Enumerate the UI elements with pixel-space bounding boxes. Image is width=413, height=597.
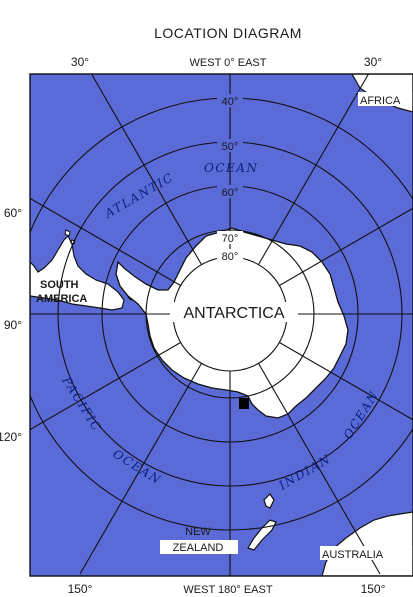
new-zealand-label-box (160, 540, 238, 554)
australia-label-box (320, 546, 413, 560)
top-axis-left-label: 30° (71, 55, 89, 69)
south-america-label-line2: AMERICA (36, 293, 87, 305)
latitude-label-80: 80° (222, 251, 239, 263)
left-axis-middle-label: 90° (4, 318, 22, 332)
meridian-60e (279, 207, 413, 286)
map-title: LOCATION DIAGRAM (154, 25, 302, 41)
africa-label: AFRICA (360, 95, 401, 107)
bottom-axis-center-label: WEST 180° EAST (183, 584, 272, 596)
latitude-label-40: 40° (222, 96, 239, 108)
map-body: 40° 50° 60° 70° 80° AFRICA SOUTH AMERICA… (30, 74, 413, 576)
label-box-80 (217, 249, 243, 262)
antarctica-landmass (115, 227, 349, 419)
latitude-label-70: 70° (222, 233, 239, 245)
antarctica-label-box (170, 302, 298, 322)
australia-label: AUSTRALIA (322, 549, 384, 561)
new-zealand-landmass (247, 493, 277, 551)
label-box-60 (217, 185, 243, 198)
south-america-label-line1: SOUTH (40, 279, 79, 291)
left-axis-upper-label: 60° (4, 206, 22, 220)
label-box-50 (217, 139, 243, 152)
left-axis-lower-label: 120° (0, 430, 22, 444)
top-axis-center-label: WEST 0° EAST (190, 57, 267, 69)
label-box-70 (217, 231, 243, 244)
bottom-axis-left-label: 150° (68, 582, 93, 596)
meridian-30e (258, 74, 370, 265)
bottom-axis-right-label: 150° (361, 582, 386, 596)
meridian-120e (279, 342, 413, 421)
ice-shelf-notch (239, 398, 249, 409)
label-box-40 (217, 94, 243, 107)
map-frame (29, 73, 413, 577)
top-axis-right-label: 30° (364, 55, 382, 69)
latitude-label-60: 60° (222, 187, 239, 199)
new-zealand-label-line1: NEW (185, 526, 211, 538)
latitude-label-50: 50° (222, 141, 239, 153)
atlantic-ocean-label-2: OCEAN (204, 161, 258, 175)
meridian-150e (258, 363, 381, 575)
africa-label-box (358, 92, 413, 106)
south-america-landmass (30, 234, 125, 311)
meridian-30w (90, 74, 202, 265)
meridian-150w (79, 363, 202, 575)
new-zealand-label-line2: ZEALAND (173, 542, 224, 554)
antarctica-label: ANTARCTICA (183, 305, 284, 322)
